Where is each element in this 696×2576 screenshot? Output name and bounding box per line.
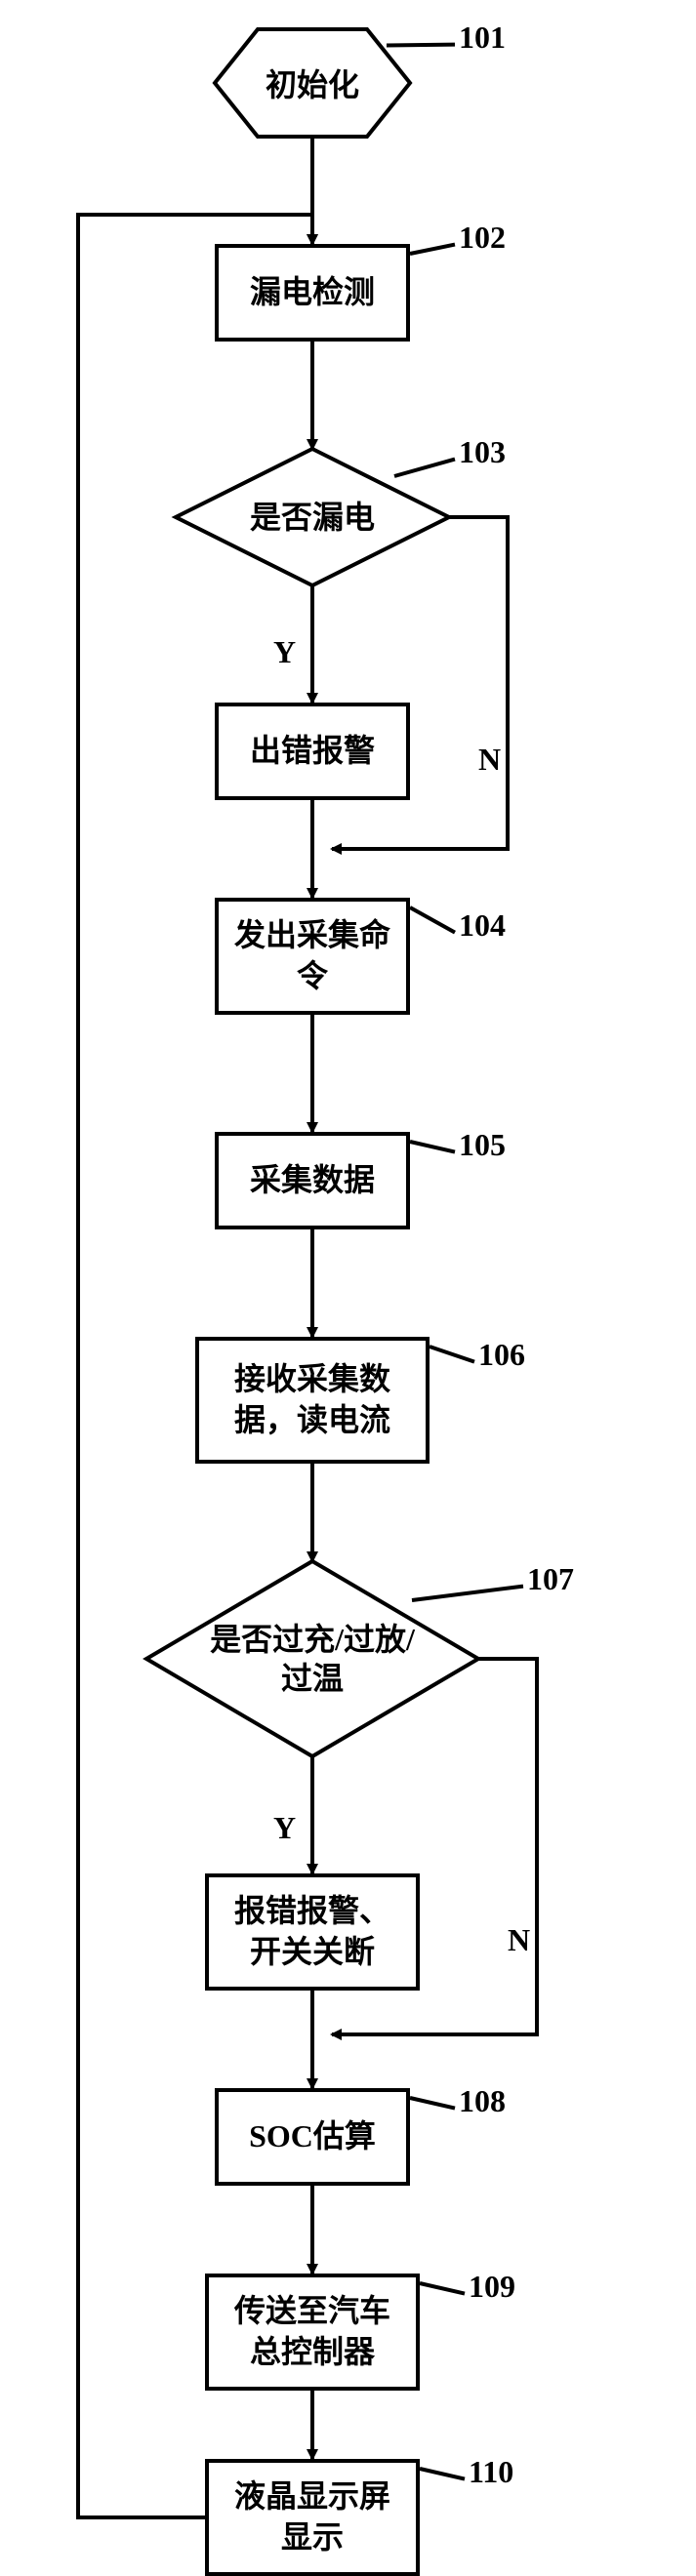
- edge-label: Y: [273, 634, 296, 670]
- node-number-label: 103: [459, 434, 506, 470]
- node-number-label: 109: [469, 2269, 515, 2305]
- flowchart-canvas: 初始化漏电检测是否漏电出错报警发出采集命 令采集数据接收采集数 据，读电流是否过…: [0, 0, 696, 2576]
- node-number-label: 105: [459, 1127, 506, 1163]
- edges-layer: [0, 0, 696, 2576]
- flow-node-rect: 接收采集数 据，读电流: [195, 1337, 430, 1464]
- flow-node-rect: 出错报警: [215, 703, 410, 800]
- node-number-label: 110: [469, 2454, 513, 2490]
- flow-node-rect: 报错报警、 开关关断: [205, 1873, 420, 1991]
- flow-node-rect: 漏电检测: [215, 244, 410, 342]
- flow-node-rect: 传送至汽车 总控制器: [205, 2274, 420, 2391]
- flow-node-rect: SOC估算: [215, 2088, 410, 2186]
- flow-node-rect: 采集数据: [215, 1132, 410, 1229]
- node-number-label: 102: [459, 220, 506, 256]
- node-number-label: 106: [478, 1337, 525, 1373]
- flow-node-rect: 液晶显示屏 显示: [205, 2459, 420, 2576]
- node-number-label: 104: [459, 907, 506, 944]
- node-number-label: 107: [527, 1561, 574, 1597]
- flow-node-rect: 发出采集命 令: [215, 898, 410, 1015]
- edge-label: Y: [273, 1810, 296, 1846]
- edge-label: N: [508, 1922, 530, 1958]
- edge-label: N: [478, 742, 501, 778]
- node-number-label: 101: [459, 20, 506, 56]
- flow-node-diamond-text: 是否漏电: [176, 449, 449, 585]
- flow-node-diamond-text: 是否过充/过放/ 过温: [146, 1561, 478, 1756]
- flow-node-hexagon-text: 初始化: [215, 29, 410, 137]
- node-number-label: 108: [459, 2083, 506, 2119]
